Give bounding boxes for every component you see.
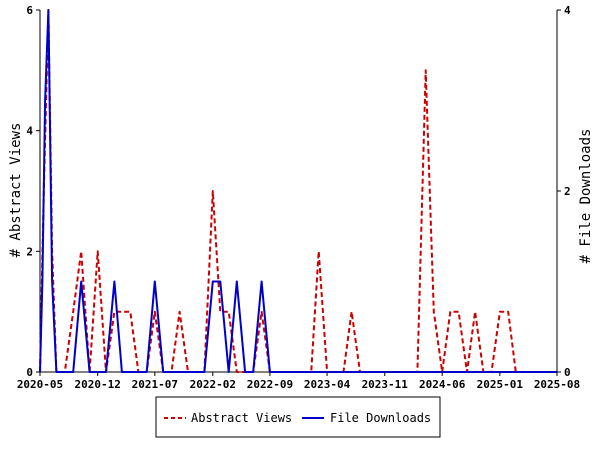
- legend-label-abstract-views: Abstract Views: [191, 411, 292, 425]
- series-layer: [39, 9, 557, 373]
- x-tick-label: 2025-08: [534, 378, 580, 391]
- y-right-tick-label: 4: [564, 4, 571, 17]
- x-tick-label: 2023-11: [362, 378, 409, 391]
- legend-label-file-downloads: File Downloads: [330, 411, 431, 425]
- x-tick-label: 2021-07: [132, 378, 178, 391]
- x-tick-label: 2022-02: [190, 378, 236, 391]
- x-tick-label: 2020-12: [75, 378, 121, 391]
- y-axis-right-label: # File Downloads: [578, 129, 594, 264]
- x-tick-label: 2024-06: [419, 378, 466, 391]
- x-tick-label: 2022-09: [247, 378, 293, 391]
- y-left-tick-label: 4: [26, 125, 33, 138]
- legend: Abstract Views File Downloads: [155, 396, 441, 438]
- y-axis-left-label: # Abstract Views: [8, 123, 24, 258]
- y-left-tick-label: 0: [26, 366, 33, 379]
- x-tick-label: 2020-05: [17, 378, 63, 391]
- x-tick-label: 2023-04: [304, 378, 351, 391]
- y-left-tick-label: 6: [26, 4, 33, 17]
- y-left-tick-label: 2: [26, 245, 33, 258]
- series-line-file-downloads: [39, 9, 557, 373]
- x-tick-label: 2025-01: [477, 378, 524, 391]
- ticks-layer: 0 2 4 6 0 2 4 2020-05 2020-12 2021-07 2022-02 2022-…: [17, 4, 580, 391]
- legend-box: [155, 396, 441, 438]
- y-right-tick-label: 0: [564, 366, 571, 379]
- y-right-tick-label: 2: [564, 185, 571, 198]
